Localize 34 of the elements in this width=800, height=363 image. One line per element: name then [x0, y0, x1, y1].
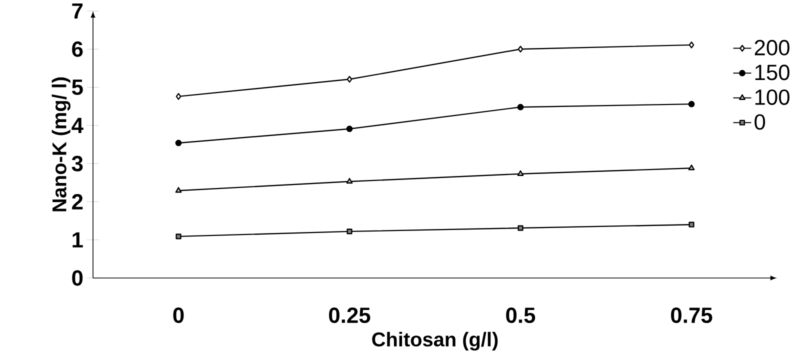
y-tick-label: 3 [72, 156, 83, 172]
x-tick-label: 0 [173, 308, 184, 324]
point [518, 225, 524, 231]
point [346, 228, 352, 234]
y-tick-label: 1 [72, 232, 83, 248]
point [346, 76, 352, 83]
point [518, 46, 524, 53]
point [175, 187, 182, 193]
legend-label: 200 [754, 40, 790, 56]
legend-label: 150 [755, 64, 790, 80]
point [688, 164, 695, 170]
y-tick-label: 5 [72, 80, 83, 95]
point [176, 93, 182, 100]
x-axis-title: Chitosan (g/l) [372, 332, 498, 351]
x-tick-label: 0.5 [506, 308, 536, 324]
x-tick-label: 0.75 [671, 308, 712, 324]
y-tick-label: 6 [72, 41, 83, 57]
point [688, 100, 695, 108]
point [688, 222, 694, 228]
legend-label: 100 [755, 89, 790, 105]
point [517, 170, 524, 176]
y-axis-title: Nano-K (mg/ l) [52, 77, 70, 212]
y-tick-label: 7 [72, 3, 83, 19]
y-tick-label: 4 [72, 118, 84, 133]
y-tick-label: 0 [72, 270, 83, 286]
point [176, 234, 182, 240]
point [346, 178, 353, 184]
point [688, 42, 694, 48]
point [175, 140, 182, 146]
legend-label: 0 [754, 114, 766, 130]
x-tick-label: 0.25 [329, 308, 370, 324]
y-tick-label: 2 [72, 194, 83, 210]
point [346, 126, 353, 132]
point [517, 104, 524, 110]
